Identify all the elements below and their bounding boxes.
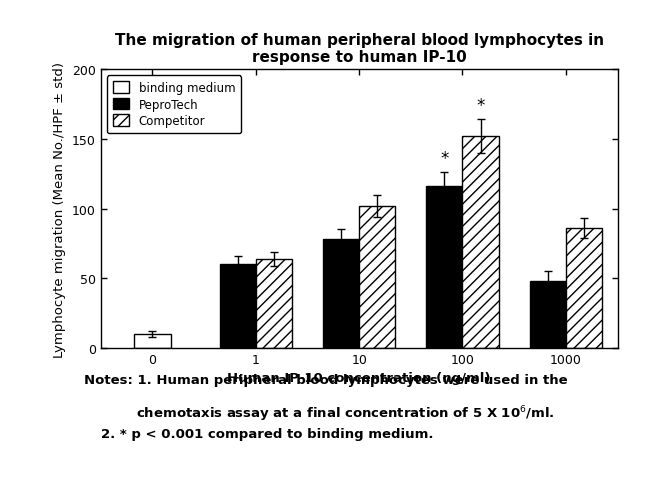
Bar bbox=[323, 240, 359, 348]
Bar bbox=[256, 259, 292, 348]
X-axis label: Human IP-10 concentration (ng/ml): Human IP-10 concentration (ng/ml) bbox=[227, 372, 491, 385]
Text: Notes: 1. Human peripheral blood lymphocytes were used in the: Notes: 1. Human peripheral blood lymphoc… bbox=[84, 373, 568, 386]
Bar bbox=[530, 282, 566, 348]
Text: *: * bbox=[440, 149, 448, 167]
Title: The migration of human peripheral blood lymphocytes in
response to human IP-10: The migration of human peripheral blood … bbox=[114, 33, 604, 65]
Bar bbox=[566, 228, 602, 348]
Text: *: * bbox=[476, 97, 485, 115]
Text: chemotaxis assay at a final concentration of 5 X 10$^{6}$/ml.: chemotaxis assay at a final concentratio… bbox=[136, 403, 555, 423]
Text: 2. * p < 0.001 compared to binding medium.: 2. * p < 0.001 compared to binding mediu… bbox=[101, 427, 434, 440]
Bar bbox=[359, 206, 395, 348]
Bar bbox=[426, 187, 463, 348]
Bar bbox=[135, 334, 170, 348]
Y-axis label: Lymphocyte migration (Mean No./HPF ± std): Lymphocyte migration (Mean No./HPF ± std… bbox=[53, 62, 66, 357]
Bar bbox=[463, 137, 499, 348]
Legend: binding medium, PeproTech, Competitor: binding medium, PeproTech, Competitor bbox=[107, 76, 241, 134]
Bar bbox=[220, 265, 256, 348]
